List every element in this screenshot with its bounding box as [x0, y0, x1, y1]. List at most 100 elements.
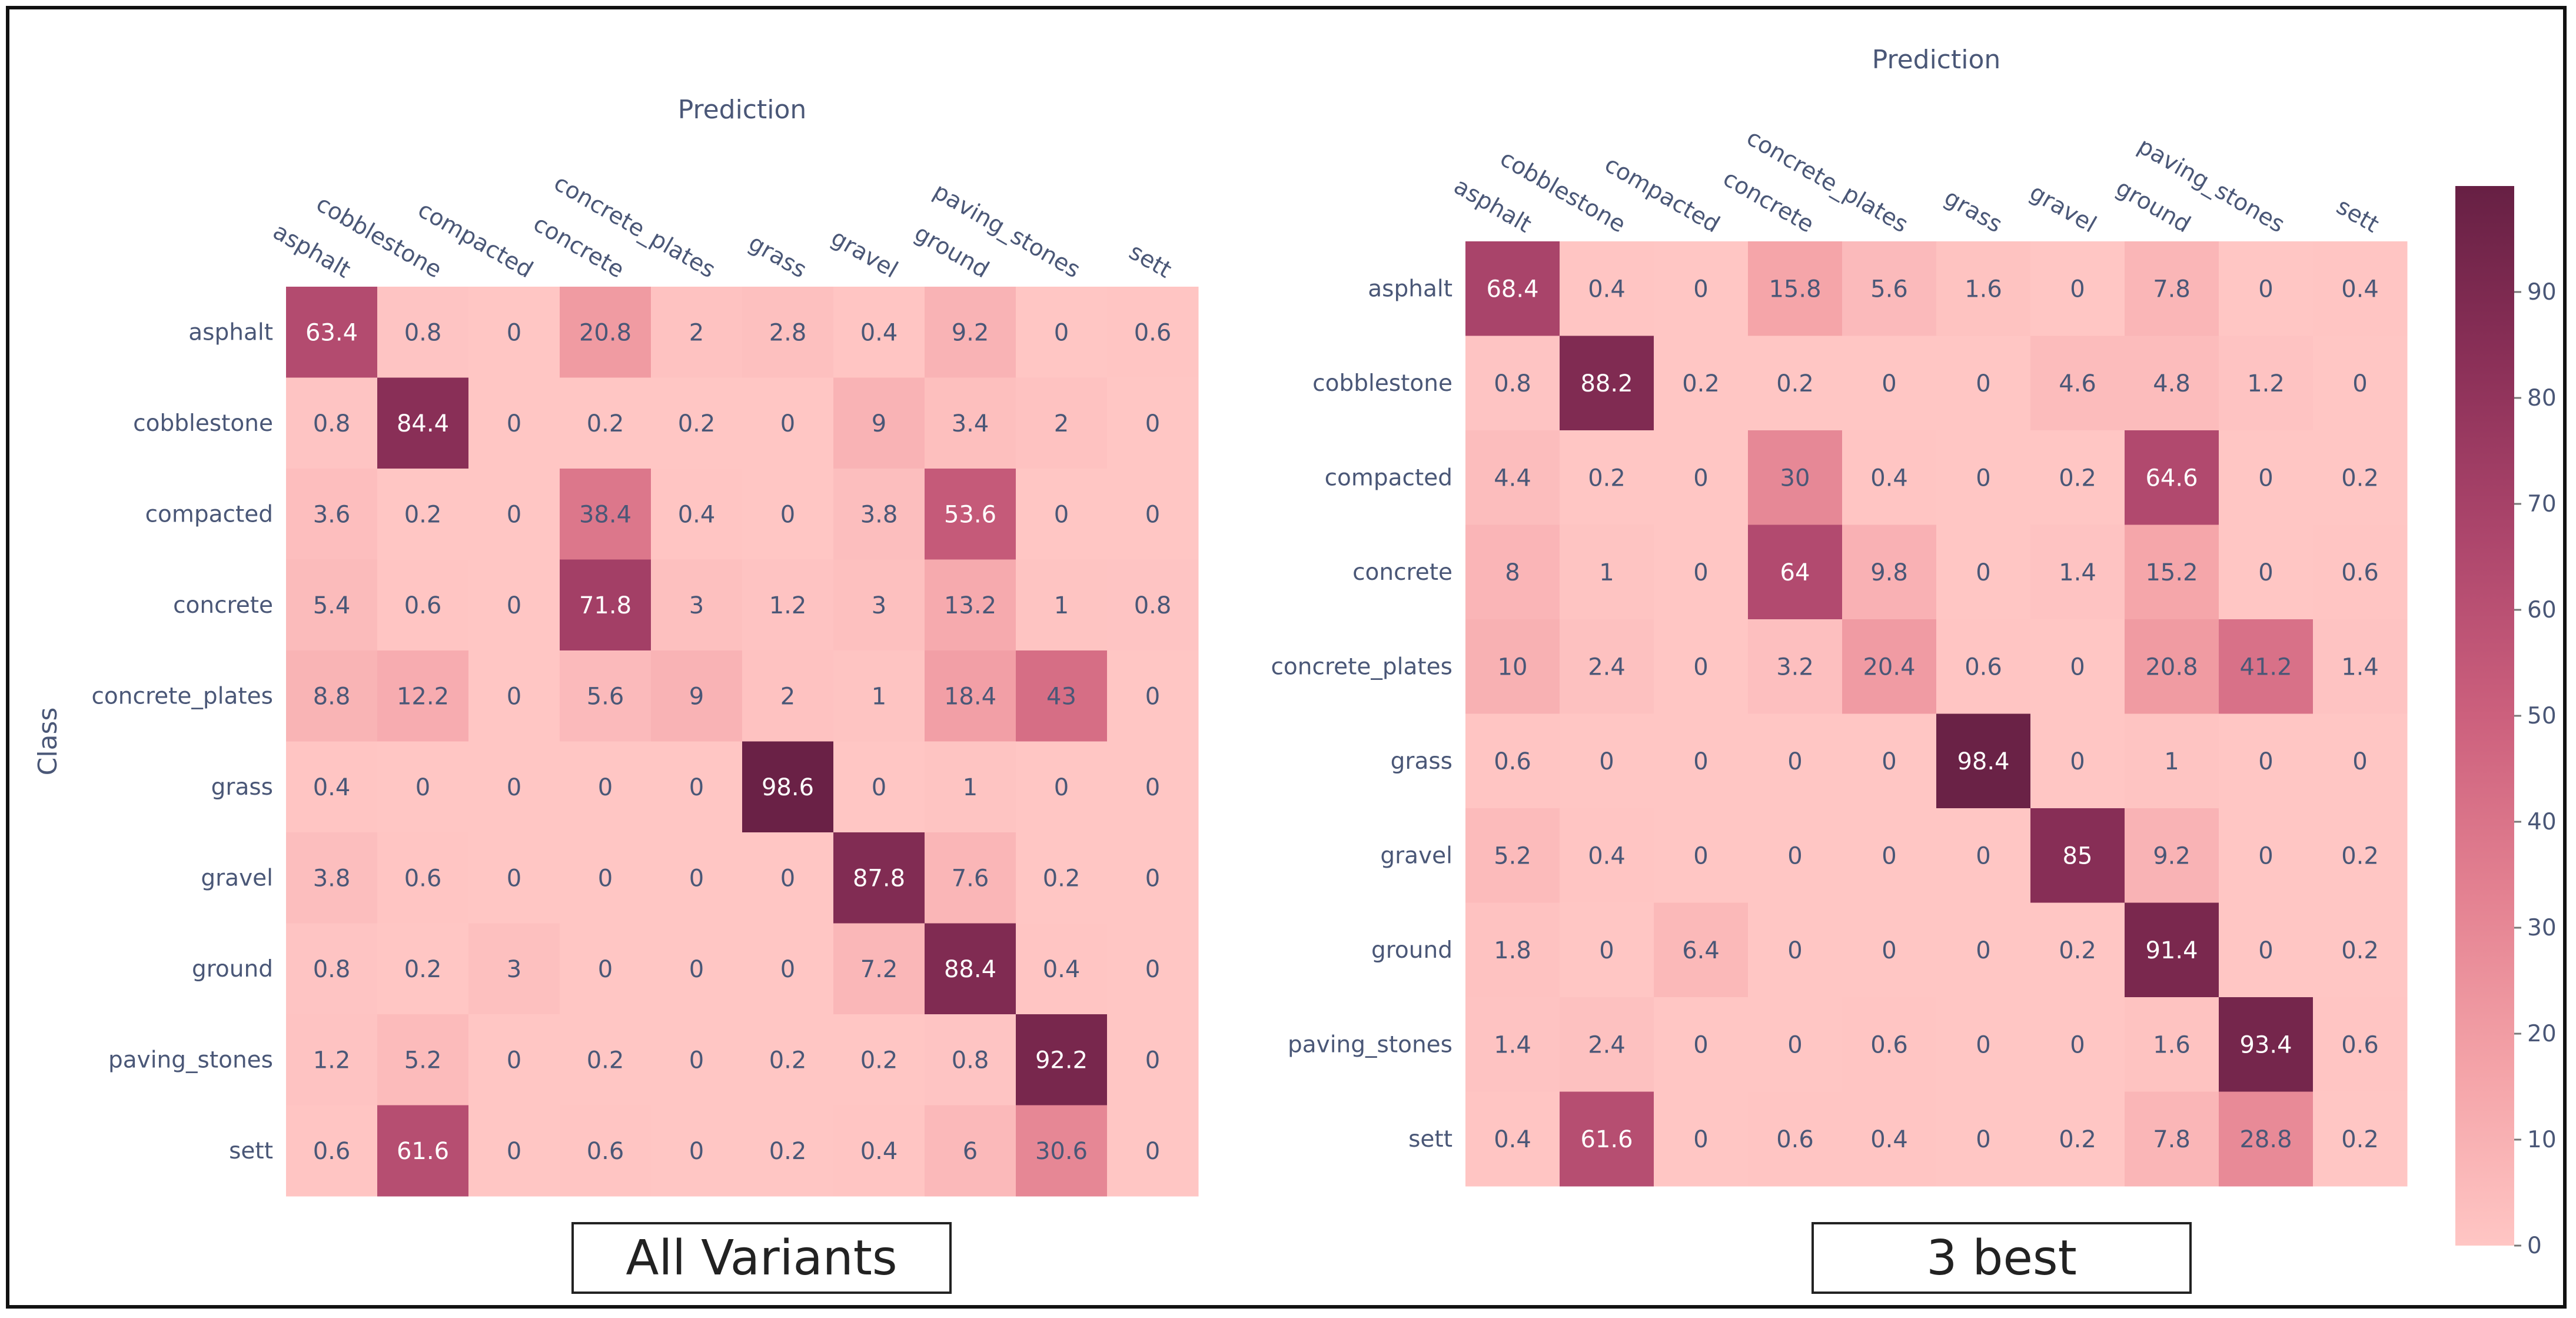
heatmap-cell [1654, 902, 1749, 998]
cell-value-label: 0 [1145, 774, 1160, 801]
cell-value-label: 0 [1693, 464, 1708, 492]
cell-value-label: 3.4 [952, 410, 989, 437]
cell-value-label: 8.8 [313, 683, 351, 710]
y-tick-label: asphalt [188, 319, 273, 346]
cell-value-label: 61.6 [1580, 1126, 1633, 1153]
heatmap-cell [2219, 902, 2314, 998]
cell-value-label: 1.4 [1494, 1031, 1531, 1058]
heatmap-all-variants: 63.4 0.8 0 20.8 2 2.8 0.4 9.2 0 0.60.8 84.4 0 0.2 0.2… [33, 95, 1199, 1197]
heatmap-cell [1016, 377, 1108, 469]
heatmap-cell [286, 377, 378, 469]
y-tick-label: compacted [1325, 464, 1452, 491]
cell-value-label: 93.4 [2239, 1031, 2292, 1058]
heatmap-cell [651, 1105, 743, 1197]
colorbar-tick-label: 90 [2527, 279, 2557, 306]
cell-value-label: 0.2 [587, 410, 624, 437]
heatmap-cell [1654, 336, 1749, 431]
heatmap-cell [560, 469, 652, 560]
heatmap-cell [2030, 241, 2125, 336]
heatmap-cell [651, 741, 743, 833]
heatmap-cell [2125, 241, 2219, 336]
cell-value-label: 0 [689, 956, 704, 983]
y-tick-label: concrete [173, 592, 273, 619]
heatmap-cell [1560, 524, 1654, 620]
colorbar-tick-label: 10 [2527, 1127, 2557, 1153]
caption-3-best: 3 best [1811, 1222, 2192, 1294]
cell-value-label: 5.2 [404, 1047, 442, 1074]
cell-value-label: 0 [1976, 937, 1990, 964]
heatmap-cell [2313, 1091, 2408, 1187]
heatmap-cell [925, 377, 1016, 469]
cell-value-label: 0 [780, 501, 795, 528]
y-tick-label: concrete_plates [1271, 653, 1452, 680]
cell-value-label: 0 [689, 1047, 704, 1074]
heatmap-cell [1016, 287, 1108, 378]
heatmap-cell [1107, 923, 1199, 1015]
cell-value-label: 85 [2063, 842, 2093, 869]
heatmap-cell [1748, 1091, 1843, 1187]
colorbar-tick-label: 80 [2527, 385, 2557, 411]
x-tick-label: grass [744, 230, 811, 284]
heatmap-cell [286, 287, 378, 378]
cell-value-label: 0 [689, 865, 704, 892]
y-axis-title: Class [33, 708, 63, 776]
heatmap-cell [1936, 902, 2031, 998]
heatmap-cell [2125, 713, 2219, 809]
cell-value-label: 0 [1145, 410, 1160, 437]
heatmap-cell [2030, 808, 2125, 903]
cell-value-label: 87.8 [853, 865, 905, 892]
cell-value-label: 0 [872, 774, 886, 801]
heatmap-cell [286, 1014, 378, 1105]
heatmap-cell [2125, 1091, 2219, 1187]
heatmap-cell [1465, 241, 1560, 336]
heatmap-cell [468, 469, 560, 560]
heatmap-cell [1560, 997, 1654, 1092]
cell-value-label: 0 [1054, 501, 1069, 528]
heatmap-cell [2313, 902, 2408, 998]
cell-value-label: 0.6 [404, 865, 442, 892]
cell-value-label: 9 [872, 410, 886, 437]
heatmap-cell [2219, 619, 2314, 714]
cell-value-label: 0.2 [2059, 464, 2096, 492]
heatmap-cell [651, 377, 743, 469]
cell-value-label: 0 [1787, 748, 1802, 775]
cell-value-label: 0 [507, 501, 521, 528]
cell-value-label: 15.8 [1769, 275, 1821, 303]
heatmap-cell [2030, 902, 2125, 998]
confusion-matrix-figure: 63.4 0.8 0 20.8 2 2.8 0.4 9.2 0 0.60.8 84.4 0 0.2 0.2… [33, 45, 2557, 1259]
heatmap-cell [2030, 1091, 2125, 1187]
colorbar-tick-label: 0 [2527, 1233, 2542, 1259]
cell-value-label: 98.4 [1957, 748, 2009, 775]
heatmap-cell [2125, 430, 2219, 525]
heatmap-cell [1107, 741, 1199, 833]
cell-value-label: 0 [598, 774, 613, 801]
heatmap-cell [742, 1014, 834, 1105]
cell-value-label: 1.2 [769, 592, 807, 619]
cell-value-label: 2.4 [1588, 653, 1626, 680]
cell-value-label: 0.4 [1494, 1126, 1531, 1153]
cell-value-label: 0.4 [678, 501, 716, 528]
cell-value-label: 3.6 [313, 501, 351, 528]
heatmap-cell [2313, 524, 2408, 620]
heatmap-cell [1560, 1091, 1654, 1187]
heatmap-cell [468, 832, 560, 924]
heatmap-cell [377, 1014, 469, 1105]
y-tick-label: concrete [1352, 559, 1452, 586]
y-tick-label: paving_stones [108, 1047, 273, 1073]
cell-value-label: 0.6 [2341, 559, 2379, 586]
heatmap-cell [1842, 713, 1937, 809]
cell-value-label: 7.6 [952, 865, 989, 892]
cell-value-label: 0.6 [313, 1138, 351, 1165]
heatmap-cell [1654, 524, 1749, 620]
cell-value-label: 0 [1693, 275, 1708, 303]
cell-value-label: 84.4 [397, 410, 449, 437]
heatmap-cell [2125, 808, 2219, 903]
heatmap-cell [1465, 808, 1560, 903]
cell-value-label: 20.8 [579, 319, 631, 346]
cell-value-label: 92.2 [1035, 1047, 1088, 1074]
cell-value-label: 1 [872, 683, 886, 710]
heatmap-cell [1107, 650, 1199, 742]
heatmap-cell [377, 287, 469, 378]
cell-value-label: 0.2 [404, 956, 442, 983]
heatmap-cell [1936, 336, 2031, 431]
